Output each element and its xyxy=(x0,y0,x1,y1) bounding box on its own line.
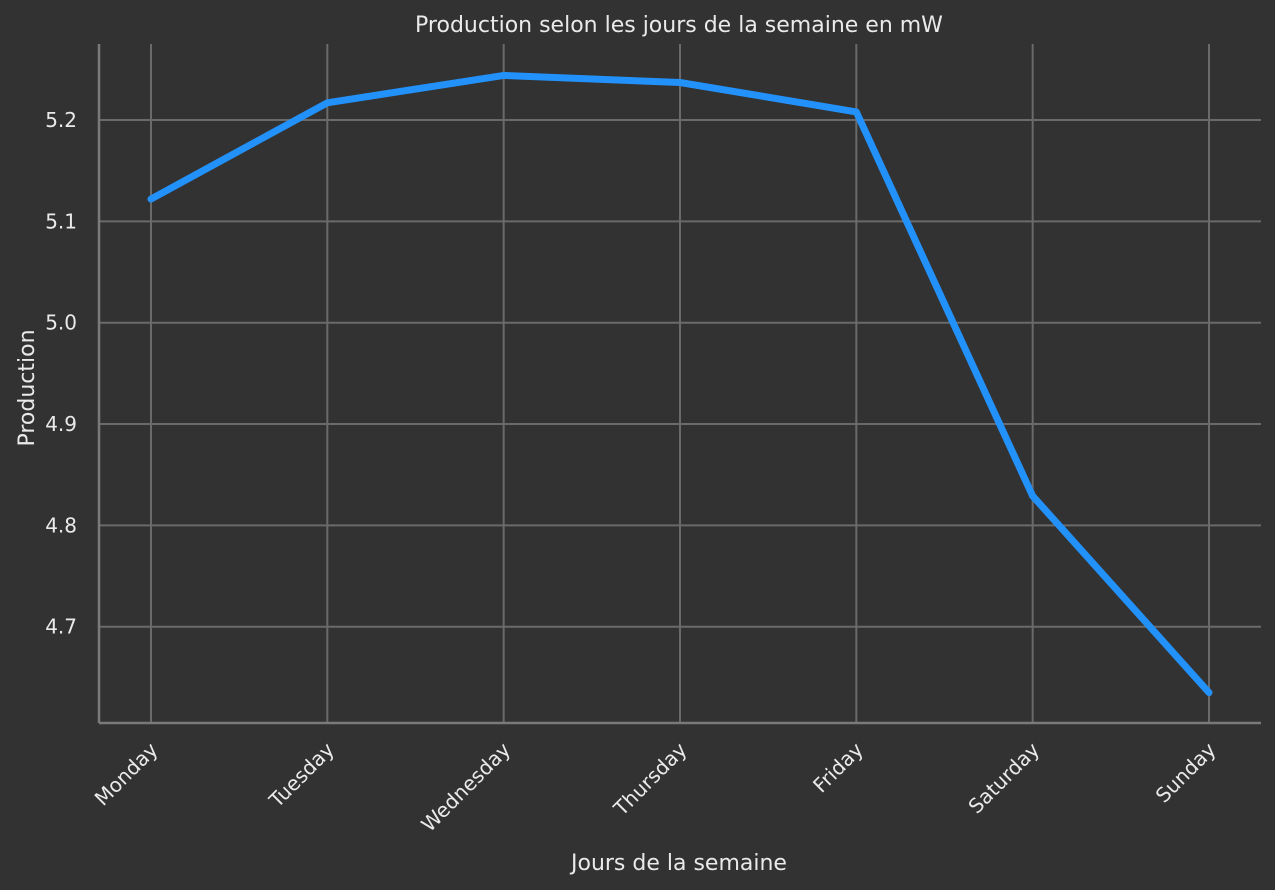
series-line xyxy=(147,71,1213,697)
y-tick-label: 4.9 xyxy=(45,412,77,436)
y-tick-label: 4.7 xyxy=(45,615,77,639)
x-tick-label: Friday xyxy=(808,737,868,797)
series xyxy=(147,71,1213,697)
chart-title: Production selon les jours de la semaine… xyxy=(415,13,943,38)
x-tick-label: Sunday xyxy=(1151,737,1221,807)
y-tick-label: 5.2 xyxy=(45,108,77,132)
x-tick-label: Saturday xyxy=(963,737,1044,818)
y-tick-labels: 4.7 4.8 4.9 5.0 5.1 5.2 xyxy=(45,108,77,639)
x-tick-label: Thursday xyxy=(608,737,692,821)
grid xyxy=(99,44,1261,723)
y-axis-label: Production xyxy=(15,329,40,446)
x-tick-labels: Monday Tuesday Wednesday Thursday Friday Satu… xyxy=(90,737,1221,836)
x-tick-label: Wednesday xyxy=(416,737,515,836)
y-tick-label: 4.8 xyxy=(45,513,77,537)
x-tick-label: Tuesday xyxy=(264,737,339,812)
axes xyxy=(97,44,1261,725)
y-tick-label: 5.0 xyxy=(45,311,77,335)
y-tick-label: 5.1 xyxy=(45,209,77,233)
x-tick-label: Monday xyxy=(90,737,163,810)
x-axis-label: Jours de la semaine xyxy=(569,851,787,876)
